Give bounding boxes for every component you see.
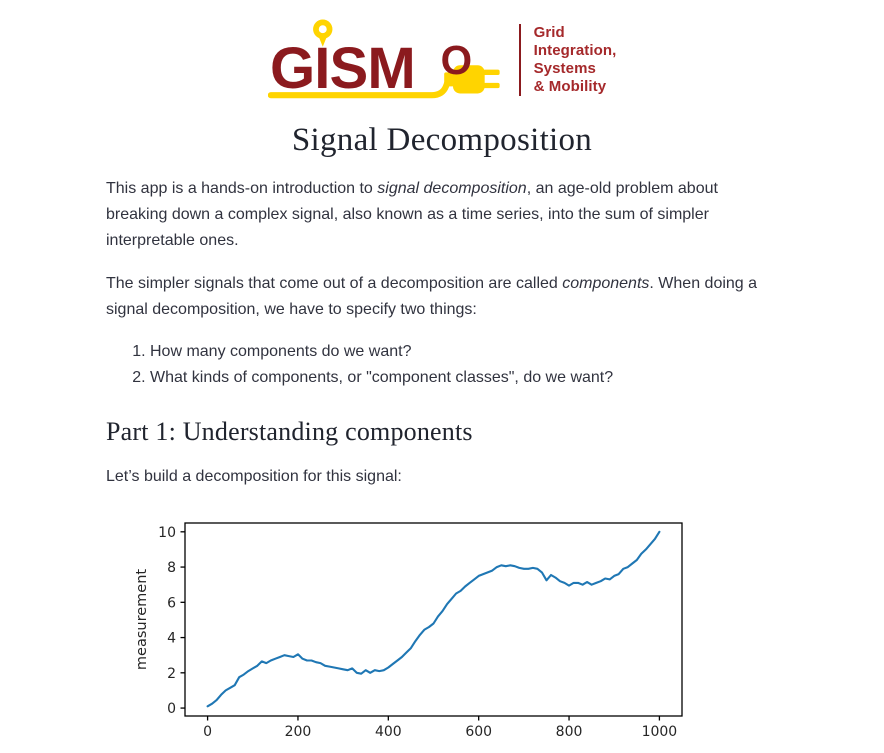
signal-chart: 0 200 400 600 800 1000 0 2 4 6 8 10 measurement	[134, 522, 683, 740]
intro-p2-text: . When doing a signal decomposition, we …	[106, 274, 758, 318]
logo-divider	[518, 24, 521, 96]
plug-icon	[443, 65, 500, 94]
list-item: What kinds of components, or "component …	[150, 366, 778, 391]
intro-p2-italic: components	[562, 274, 650, 292]
svg-text:1000: 1000	[642, 724, 678, 740]
svg-text:800: 800	[556, 724, 583, 740]
tagline-line: Systems	[533, 60, 596, 77]
gismo-logo-graphic: GISM O	[267, 19, 500, 101]
tagline-line: & Mobility	[533, 78, 607, 95]
svg-text:0: 0	[167, 701, 176, 717]
page-title: Signal Decomposition	[291, 122, 593, 158]
logo-tagline: Grid Integration, Systems & Mobility	[534, 24, 617, 96]
svg-text:200: 200	[285, 724, 312, 740]
tagline-line: Grid	[533, 24, 565, 41]
svg-text:6: 6	[167, 595, 176, 611]
svg-text:measurement: measurement	[134, 569, 150, 670]
svg-text:400: 400	[375, 724, 402, 740]
svg-text:0: 0	[203, 724, 212, 740]
spec-list: How many components do we want? What kin…	[130, 340, 778, 392]
gismo-logo: GISM O Grid Integration, Systems & Mobil…	[106, 12, 778, 106]
intro-p2-text: The simpler signals that come out of a d…	[106, 274, 563, 292]
svg-text:2: 2	[167, 666, 176, 682]
intro-paragraph-2: The simpler signals that come out of a d…	[106, 271, 778, 323]
main-content: GISM O Grid Integration, Systems & Mobil…	[106, 0, 778, 753]
location-pin-icon	[312, 19, 333, 47]
svg-text:10: 10	[158, 525, 176, 541]
tagline-line: Integration,	[533, 42, 617, 59]
intro-p1-italic: signal decomposition	[377, 180, 527, 197]
svg-text:8: 8	[167, 560, 176, 576]
logo-wordmark-o: O	[440, 37, 471, 83]
list-item: How many components do we want?	[150, 340, 778, 365]
svg-text:4: 4	[167, 631, 176, 647]
intro-paragraph-1: This app is a hands-on introduction to s…	[106, 176, 778, 254]
intro-p1-text: , an age-old problem about breaking down…	[106, 180, 718, 249]
part1-heading: Part 1: Understanding components	[106, 417, 473, 447]
intro-p1-text: This app is a hands-on introduction to	[106, 180, 378, 197]
power-cord-icon	[267, 76, 452, 99]
part1-lead: Let’s build a decomposition for this sig…	[106, 468, 402, 486]
svg-text:600: 600	[465, 724, 492, 740]
chart-container: 0 200 400 600 800 1000 0 2 4 6 8 10 measurement	[132, 512, 778, 753]
logo-wordmark: GISM	[270, 36, 415, 101]
